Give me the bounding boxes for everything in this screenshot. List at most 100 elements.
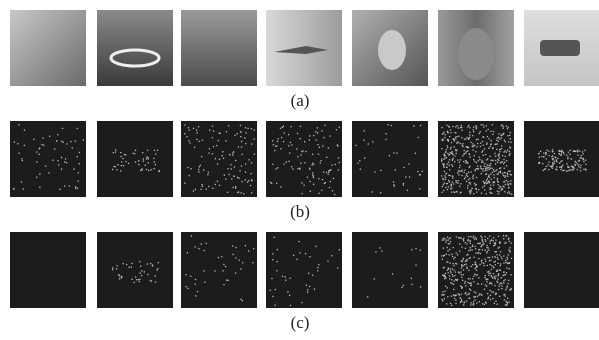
edge-pixel	[396, 153, 397, 154]
edge-pixel	[456, 153, 457, 154]
edge-pixel	[330, 135, 331, 136]
edge-pixel	[451, 296, 452, 297]
edge-pixel	[60, 189, 61, 190]
edge-pixel	[204, 282, 205, 283]
edge-pixel	[312, 172, 313, 173]
edge-pixel	[445, 134, 446, 135]
edge-pixel	[24, 145, 25, 146]
edge-pixel	[152, 264, 153, 265]
edge-pixel	[214, 270, 215, 271]
edge-pixel	[453, 158, 454, 159]
edge-pixel	[503, 282, 504, 283]
edge-pixel	[482, 303, 483, 304]
edge-pixel	[326, 157, 327, 158]
edge-pixel	[75, 141, 76, 142]
edge-pixel	[481, 294, 482, 295]
edge-pixel	[484, 304, 485, 305]
edge-pixel	[489, 290, 490, 291]
edge-pixel	[483, 263, 484, 264]
edge-pixel	[328, 148, 329, 149]
edge-pixel	[393, 181, 394, 182]
edge-pixel	[135, 276, 136, 277]
edge-pixel	[445, 242, 446, 243]
edge-pixel	[465, 160, 466, 161]
edge-pixel	[503, 159, 504, 160]
edge-pixel	[497, 254, 498, 255]
edge-pixel	[461, 130, 462, 131]
edge-pixel	[451, 305, 452, 306]
edge-pixel	[455, 132, 456, 133]
edge-pixel	[155, 275, 156, 276]
edge-pixel	[503, 134, 504, 135]
edge-pixel	[472, 304, 473, 305]
edge-pixel	[58, 164, 59, 165]
edge-pixel	[470, 240, 471, 241]
edge-pixel	[317, 144, 318, 145]
edge-pixel	[443, 159, 444, 160]
edge-pixel	[453, 139, 454, 140]
edge-pixel	[281, 137, 282, 138]
edge-pixel	[219, 159, 220, 160]
edge-pixel	[420, 125, 421, 126]
edge-pixel	[483, 241, 484, 242]
edge-pixel	[505, 184, 506, 185]
edge-pixel	[498, 274, 499, 275]
edge-pixel	[72, 147, 73, 148]
edge-pixel	[207, 174, 208, 175]
edge-pixel	[490, 189, 491, 190]
edge-pixel	[147, 150, 148, 151]
edge-pixel	[57, 134, 58, 135]
edge-pixel	[475, 252, 476, 253]
edge-pixel	[563, 153, 564, 154]
edge-pixel	[451, 279, 452, 280]
edge-pixel	[508, 185, 509, 186]
edge-pixel	[446, 303, 447, 304]
edge-pixel	[478, 249, 479, 250]
edge-pixel	[460, 183, 461, 184]
edge-pixel	[573, 168, 574, 169]
edge-pixel	[451, 153, 452, 154]
edge-pixel	[445, 273, 446, 274]
edge-pixel	[459, 243, 460, 244]
edge-pixel	[456, 252, 457, 253]
edge-pixel	[318, 154, 319, 155]
edge-pixel	[18, 124, 19, 125]
edge-pixel	[482, 239, 483, 240]
edge-pixel	[568, 152, 569, 153]
edge-pixel	[280, 148, 281, 149]
edge-pixel	[407, 190, 408, 191]
edge-pixel	[240, 136, 241, 137]
edge-pixel	[505, 141, 506, 142]
edge-pixel	[197, 291, 198, 292]
edge-pixel	[461, 265, 462, 266]
edge-pixel	[312, 175, 313, 176]
edge-pixel	[442, 275, 443, 276]
edge-pixel	[444, 238, 445, 239]
edge-pixel	[460, 302, 461, 303]
edge-pixel	[486, 279, 487, 280]
edge-pixel	[503, 294, 504, 295]
edge-pixel	[209, 130, 210, 131]
edge-pixel	[61, 169, 62, 170]
edge-pixel	[204, 250, 205, 251]
edge-pixel	[477, 243, 478, 244]
edge-pixel	[462, 259, 463, 260]
edge-pixel	[238, 178, 239, 179]
edge-pixel	[468, 138, 469, 139]
edge-pixel	[445, 173, 446, 174]
edge-pixel	[420, 174, 421, 175]
edge-pixel	[451, 184, 452, 185]
edge-pixel	[445, 177, 446, 178]
edge-pixel	[491, 283, 492, 284]
edge-pixel	[202, 186, 203, 187]
edge-pixel	[24, 130, 25, 131]
edge-pixel	[508, 141, 509, 142]
edge-pixel	[251, 162, 252, 163]
edge-pixel	[503, 235, 504, 236]
edge-pixel	[316, 246, 317, 247]
edge-pixel	[461, 238, 462, 239]
edge-pixel	[561, 166, 562, 167]
edge-pixel	[507, 176, 508, 177]
edge-pixel	[469, 156, 470, 157]
edge-pixel	[546, 166, 547, 167]
